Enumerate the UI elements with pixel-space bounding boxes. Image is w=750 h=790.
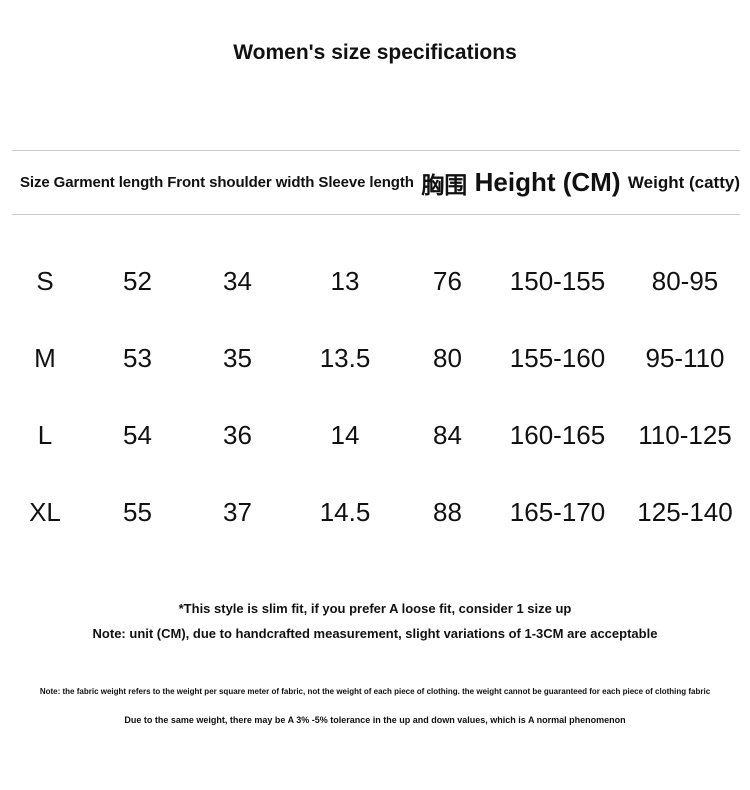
cell-weight: 95-110 (645, 343, 725, 373)
size-chart-page: Women's size specifications Size Garment… (0, 40, 750, 790)
table-row-m: M 53 35 13.5 80 155-160 95-110 (0, 320, 750, 397)
cell-front-shoulder-width: 35 (223, 343, 252, 373)
page-title: Women's size specifications (233, 41, 517, 64)
cell-height: 150-155 (509, 266, 606, 296)
cell-weight: 125-140 (637, 497, 733, 527)
cell-size: M (34, 343, 56, 373)
cell-chest: 76 (433, 266, 462, 296)
cell-garment-length: 53 (123, 343, 152, 373)
header-weight-catty: Weight (catty) (627, 172, 740, 192)
cell-height: 165-170 (509, 497, 606, 527)
cell-front-shoulder-width: 34 (223, 266, 252, 296)
cell-garment-length: 52 (123, 266, 152, 296)
cell-size: XL (29, 497, 61, 527)
table-row-s: S 52 34 13 76 150-155 80-95 (0, 243, 750, 320)
table-row-xl: XL 55 37 14.5 88 165-170 125-140 (0, 474, 750, 551)
note-tolerance: Due to the same weight, there may be A 3… (124, 715, 626, 725)
cell-weight: 80-95 (651, 266, 719, 296)
cell-size: L (37, 420, 53, 450)
cell-height: 155-160 (509, 343, 606, 373)
note-slim-fit: *This style is slim fit, if you prefer A… (178, 601, 572, 616)
cell-chest: 84 (433, 420, 462, 450)
cell-size: S (36, 266, 54, 296)
cell-sleeve-length: 14.5 (319, 497, 371, 527)
note-fabric-weight: Note: the fabric weight refers to the we… (39, 687, 711, 696)
cell-height: 160-165 (509, 420, 606, 450)
cell-garment-length: 55 (123, 497, 152, 527)
cell-front-shoulder-width: 36 (223, 420, 252, 450)
header-height-cm: Height (CM) (474, 167, 621, 197)
cell-weight: 110-125 (638, 420, 732, 450)
cell-sleeve-length: 13.5 (319, 343, 371, 373)
size-table-body: S 52 34 13 76 150-155 80-95 M 53 35 13.5… (0, 215, 750, 551)
cell-garment-length: 54 (123, 420, 152, 450)
cell-chest: 80 (433, 343, 462, 373)
footnotes: *This style is slim fit, if you prefer A… (0, 601, 750, 726)
header-chest-cn: 胸围 (421, 171, 468, 198)
size-table-header: Size Garment length Front shoulder width… (12, 150, 740, 215)
cell-chest: 88 (433, 497, 462, 527)
note-unit-cm: Note: unit (CM), due to handcrafted meas… (92, 626, 658, 641)
cell-front-shoulder-width: 37 (223, 497, 252, 527)
table-row-l: L 54 36 14 84 160-165 110-125 (0, 397, 750, 474)
header-english-columns: Size Garment length Front shoulder width… (20, 174, 414, 191)
cell-sleeve-length: 14 (330, 420, 360, 450)
cell-sleeve-length: 13 (330, 266, 360, 296)
